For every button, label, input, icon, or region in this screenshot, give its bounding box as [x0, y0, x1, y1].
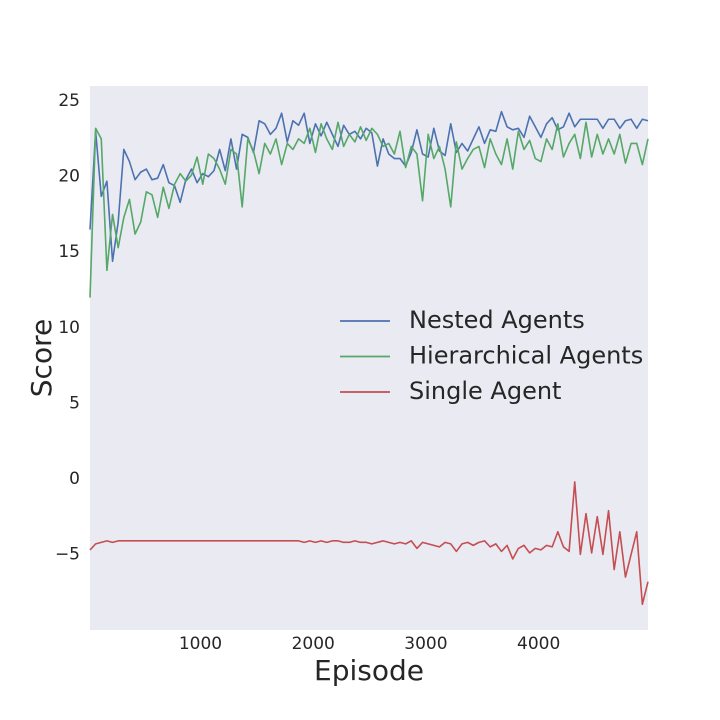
y-tick-label: 10	[58, 318, 80, 338]
series-line	[89, 481, 649, 606]
x-tick-label: 2000	[292, 634, 335, 654]
legend-label: Hierarchical Agents	[409, 342, 643, 370]
series-line	[89, 121, 649, 298]
x-axis-label: Episode	[314, 654, 424, 687]
legend-label: Single Agent	[409, 377, 561, 405]
x-tick-label: 1000	[179, 634, 222, 654]
y-tick-label: 15	[58, 242, 80, 262]
y-tick-label: 0	[69, 469, 80, 489]
y-tick-label: 25	[58, 91, 80, 111]
y-tick-label: 20	[58, 167, 80, 187]
x-tick-label: 4000	[517, 634, 560, 654]
series-line	[89, 110, 649, 263]
legend-label: Nested Agents	[409, 306, 585, 334]
y-tick-label: 5	[69, 393, 80, 413]
x-tick-label: 3000	[404, 634, 447, 654]
y-axis-label: Score	[25, 319, 58, 397]
y-tick-label: −5	[55, 544, 80, 564]
